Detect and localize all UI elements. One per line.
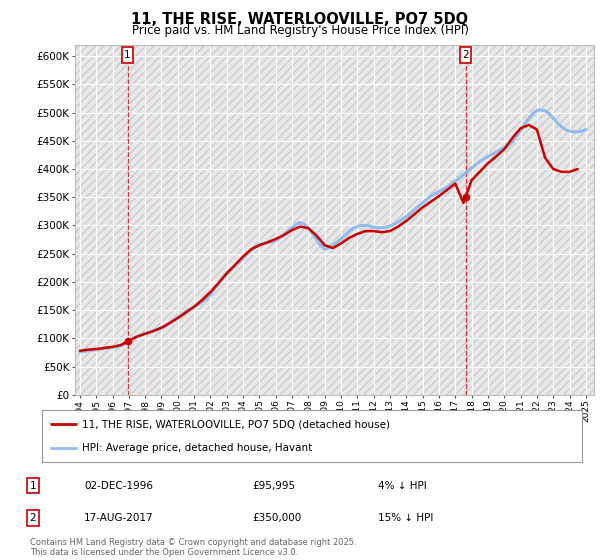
- Text: £350,000: £350,000: [252, 513, 301, 523]
- Text: 02-DEC-1996: 02-DEC-1996: [84, 480, 153, 491]
- Text: 1: 1: [29, 480, 37, 491]
- Text: HPI: Average price, detached house, Havant: HPI: Average price, detached house, Hava…: [83, 443, 313, 453]
- Text: 2: 2: [29, 513, 37, 523]
- Text: 15% ↓ HPI: 15% ↓ HPI: [378, 513, 433, 523]
- Text: Contains HM Land Registry data © Crown copyright and database right 2025.
This d: Contains HM Land Registry data © Crown c…: [30, 538, 356, 557]
- Text: 4% ↓ HPI: 4% ↓ HPI: [378, 480, 427, 491]
- Text: 1: 1: [124, 50, 131, 60]
- Text: £95,995: £95,995: [252, 480, 295, 491]
- Text: 11, THE RISE, WATERLOOVILLE, PO7 5DQ: 11, THE RISE, WATERLOOVILLE, PO7 5DQ: [131, 12, 469, 27]
- Text: 11, THE RISE, WATERLOOVILLE, PO7 5DQ (detached house): 11, THE RISE, WATERLOOVILLE, PO7 5DQ (de…: [83, 419, 391, 430]
- Text: 17-AUG-2017: 17-AUG-2017: [84, 513, 154, 523]
- Text: 2: 2: [462, 50, 469, 60]
- Text: Price paid vs. HM Land Registry's House Price Index (HPI): Price paid vs. HM Land Registry's House …: [131, 24, 469, 36]
